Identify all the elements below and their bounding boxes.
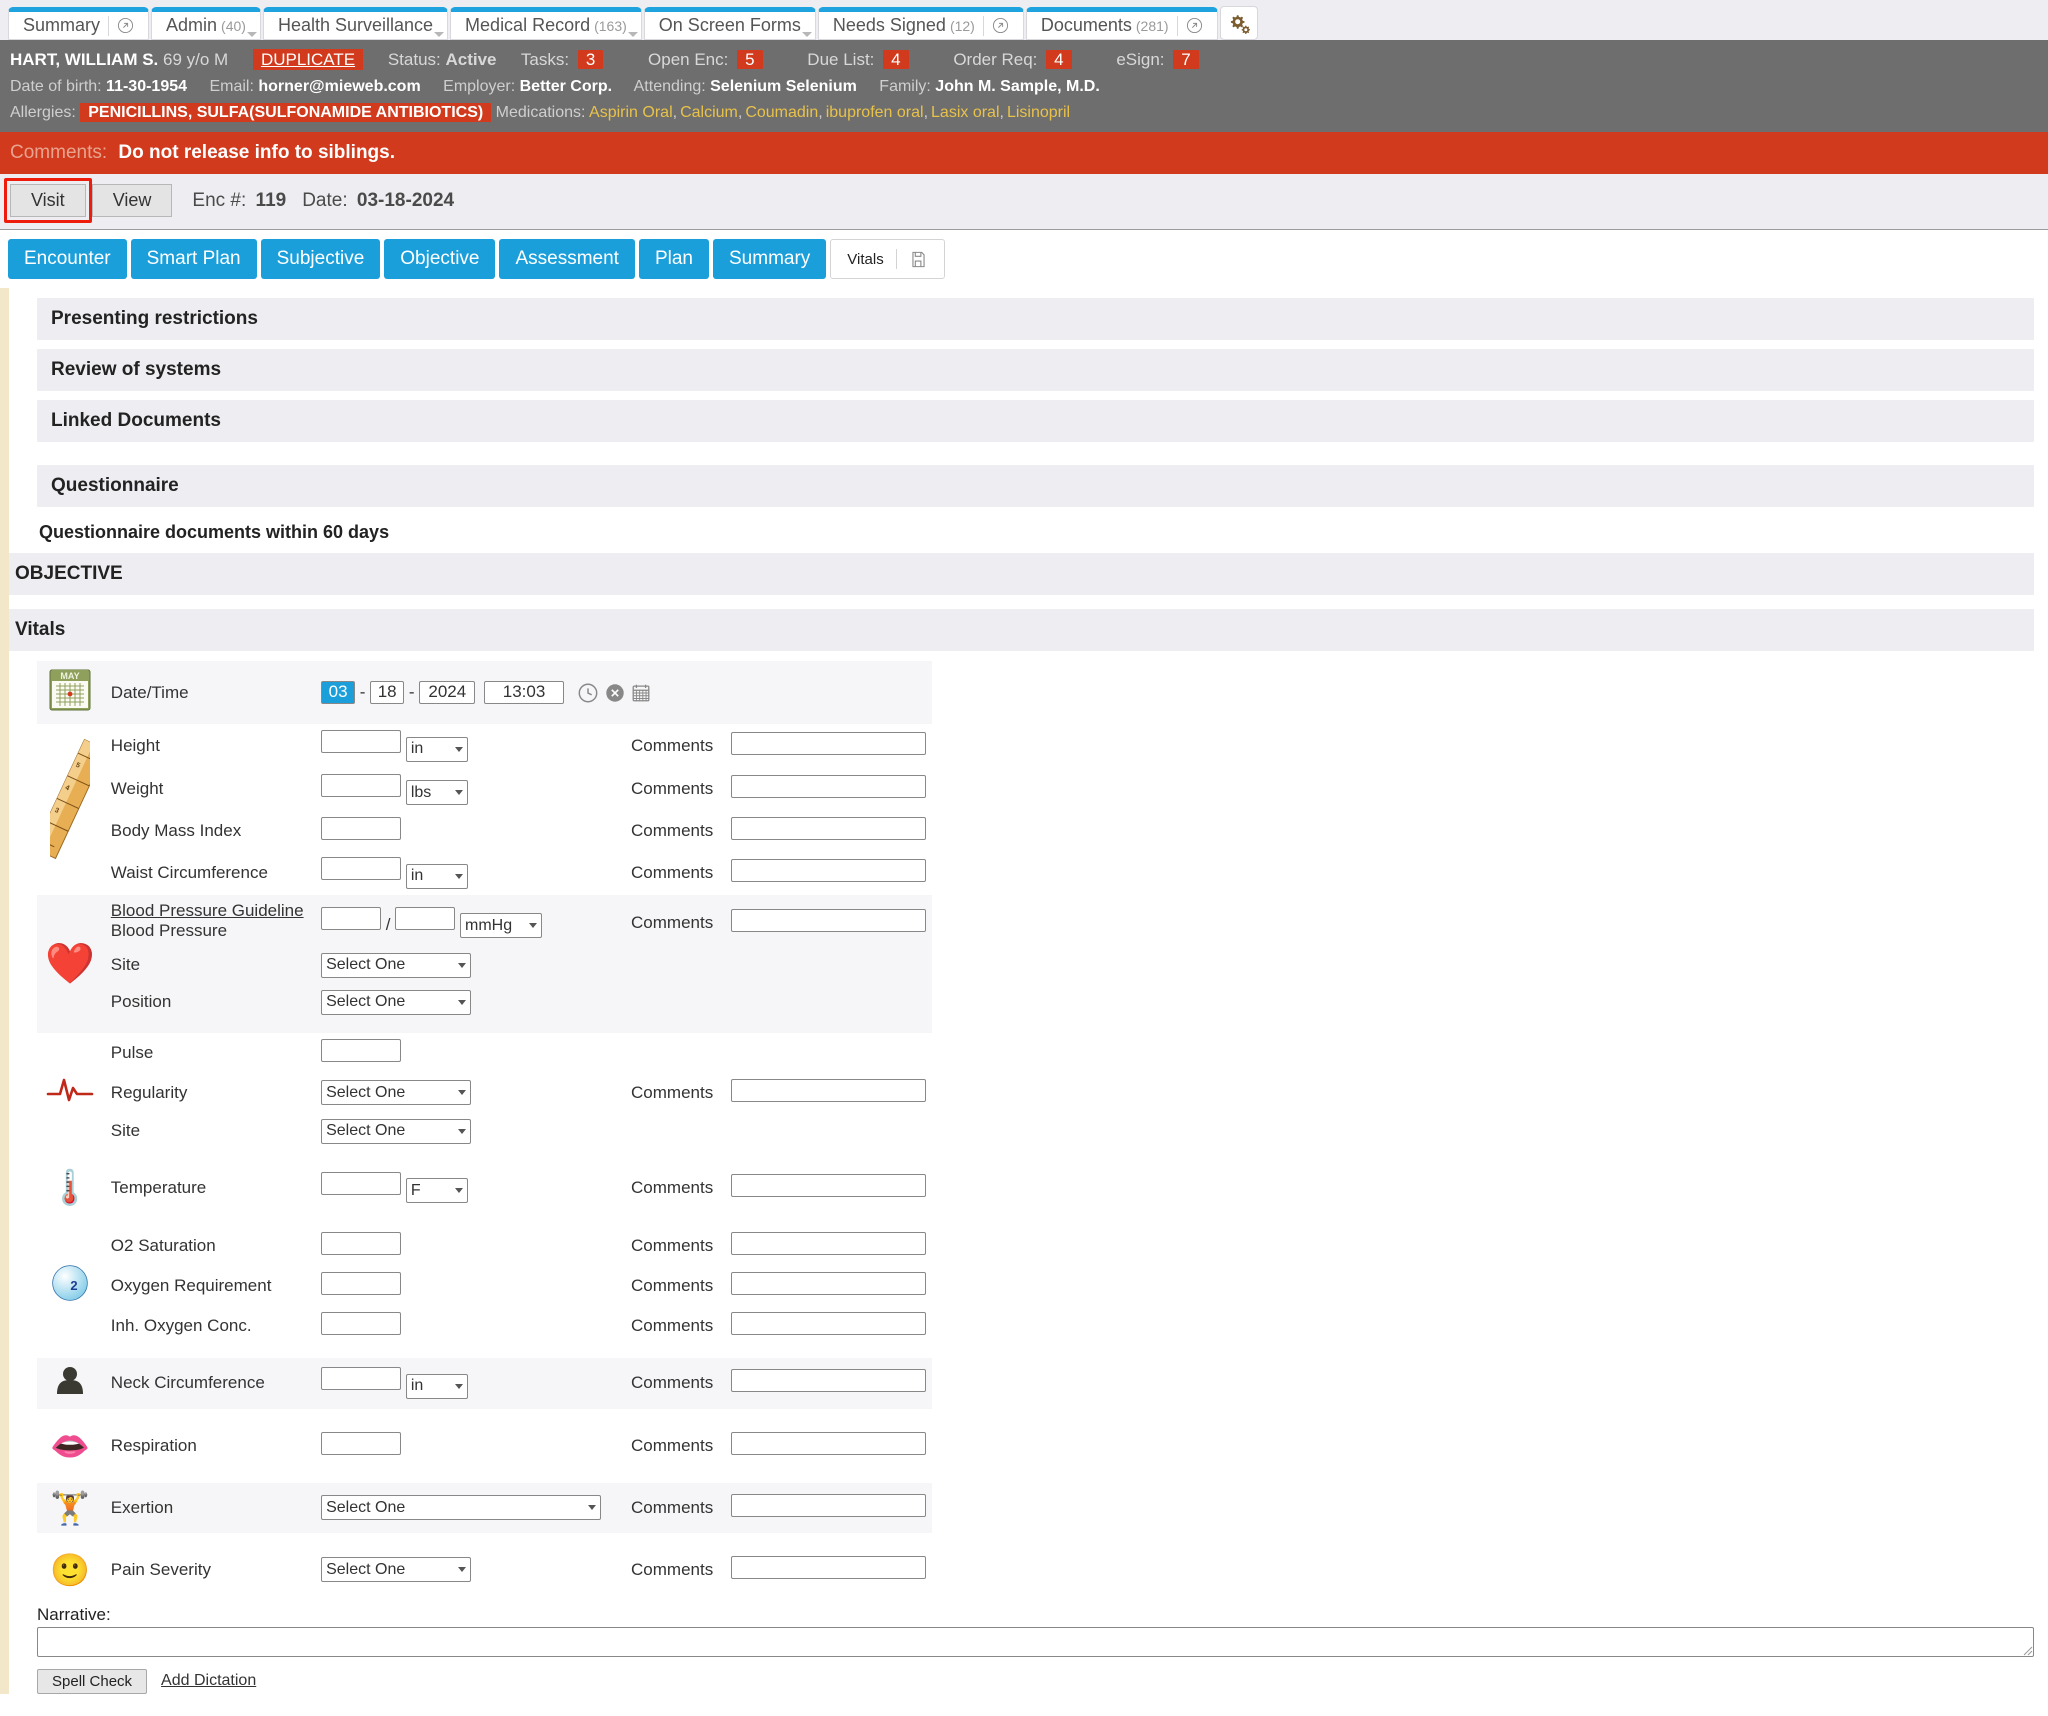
svg-text:2: 2 xyxy=(70,1278,77,1293)
svg-text:MAY: MAY xyxy=(60,671,79,681)
